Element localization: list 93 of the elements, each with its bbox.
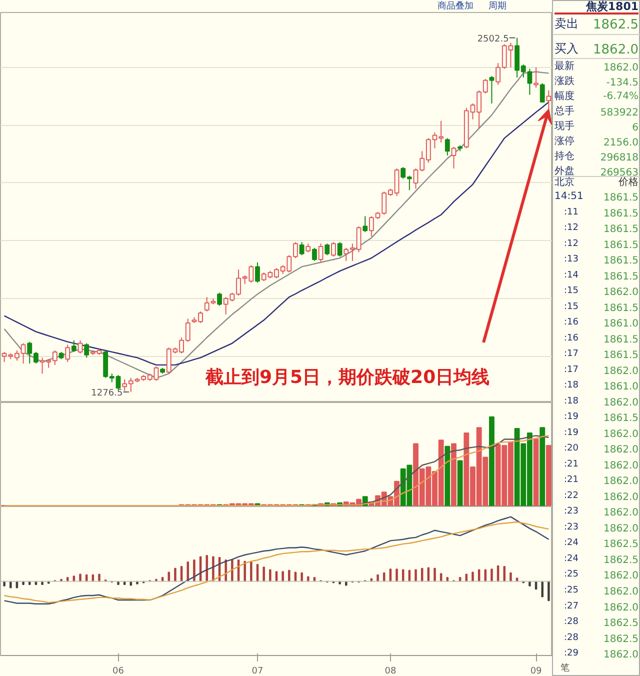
text: 价格 bbox=[618, 177, 638, 188]
category-label: :14 bbox=[564, 270, 579, 280]
text: 1861.5 bbox=[604, 256, 639, 267]
text: 1862.0 bbox=[604, 287, 639, 298]
category-label: :21 bbox=[564, 475, 578, 486]
category-label: 卖出 bbox=[554, 16, 578, 30]
text: 1862.0 bbox=[604, 492, 639, 503]
text: 6 bbox=[632, 122, 639, 134]
text: 1861.5 bbox=[604, 208, 639, 220]
category-label: :19 bbox=[564, 412, 579, 422]
text: 1862.5 bbox=[604, 539, 639, 550]
category-label: 总手 bbox=[554, 105, 574, 117]
category-label: :18 bbox=[564, 396, 579, 406]
text: 296818 bbox=[600, 152, 639, 164]
text: 周期 bbox=[488, 0, 506, 12]
text: 269563 bbox=[600, 168, 639, 178]
category-label: :16 bbox=[564, 333, 579, 344]
text: 1861.5 bbox=[604, 224, 639, 236]
category-label: :22 bbox=[564, 490, 578, 501]
text: 1861.5 bbox=[604, 240, 639, 251]
category-label: :17 bbox=[564, 349, 578, 360]
text: 1862.0 bbox=[604, 476, 639, 488]
text: 1862.5 bbox=[604, 554, 639, 566]
category-label: 14:51 bbox=[554, 191, 584, 202]
text: 1862.0 bbox=[604, 650, 639, 661]
text: -6.74% bbox=[603, 91, 639, 102]
category-label: 最新 bbox=[554, 60, 574, 72]
text: 1862.5 bbox=[593, 18, 639, 32]
annotation: 截止到9月5日，期价跌破20日均线 bbox=[204, 367, 490, 388]
text: 笔 bbox=[560, 662, 570, 674]
text: 1862.0 bbox=[604, 523, 639, 534]
category-label: :25 bbox=[564, 570, 578, 580]
category-label: 持仓 bbox=[554, 150, 574, 162]
text: 1861.5 bbox=[604, 271, 639, 282]
category-label: 涨停 bbox=[554, 135, 574, 147]
text: 583922 bbox=[600, 108, 639, 118]
annotation: 1276.5 bbox=[91, 388, 123, 398]
text: 1861.5 bbox=[604, 334, 639, 346]
category-label: :16 bbox=[564, 318, 579, 328]
category-label: 买入 bbox=[554, 42, 578, 56]
category-label: :28 bbox=[564, 632, 579, 643]
category-label: :29 bbox=[564, 648, 579, 659]
category-label: :12 bbox=[564, 238, 578, 249]
category-label: :23 bbox=[564, 506, 578, 517]
category-label: :15 bbox=[564, 286, 578, 296]
text: 1861.0 bbox=[604, 318, 639, 330]
category-label: :21 bbox=[564, 459, 578, 470]
text: -134.5 bbox=[606, 78, 639, 88]
category-label: :25 bbox=[564, 586, 578, 596]
category-label: :28 bbox=[564, 617, 579, 628]
category-label: 北京 bbox=[554, 176, 574, 188]
category-label: :11 bbox=[564, 207, 578, 218]
text: 1862.5 bbox=[604, 618, 639, 630]
category-label: :13 bbox=[564, 254, 578, 265]
text: 1861.5 bbox=[604, 413, 639, 424]
x-tick-label: 09 bbox=[530, 666, 542, 676]
text: 商品叠加 bbox=[438, 0, 474, 12]
x-tick-label: 06 bbox=[112, 666, 124, 676]
text: 1862.0 bbox=[604, 397, 639, 408]
category-label: 现手 bbox=[554, 120, 574, 132]
text: 1862.0 bbox=[604, 570, 639, 582]
annotation: 2502.5 bbox=[477, 34, 509, 44]
text: 1862.5 bbox=[604, 634, 639, 645]
text: 1862.0 bbox=[593, 42, 639, 58]
text: 1862.0 bbox=[604, 444, 639, 456]
text: 焦炭1801 bbox=[584, 0, 639, 13]
text: 1861.5 bbox=[604, 350, 639, 362]
category-label: 幅度 bbox=[554, 90, 574, 102]
text: 1862.0 bbox=[604, 428, 639, 440]
category-label: :23 bbox=[564, 522, 578, 532]
category-label: 外盘 bbox=[554, 165, 574, 177]
text: 1862.0 bbox=[604, 602, 639, 614]
text: 1862.0 bbox=[604, 586, 639, 598]
x-tick-label: 07 bbox=[252, 666, 264, 676]
text: 1861.5 bbox=[604, 302, 639, 314]
category-label: :24 bbox=[564, 554, 579, 564]
category-label: :18 bbox=[564, 380, 579, 391]
category-label: :19 bbox=[564, 428, 579, 438]
category-label: :17 bbox=[564, 364, 578, 375]
category-label: :27 bbox=[564, 601, 578, 612]
text: 1862.0 bbox=[604, 508, 639, 519]
text: 1862.0 bbox=[604, 460, 639, 472]
x-tick-label: 08 bbox=[384, 666, 396, 676]
category-label: :15 bbox=[564, 302, 578, 312]
text: 2156.0 bbox=[604, 138, 639, 148]
category-label: 涨跌 bbox=[554, 75, 574, 87]
category-label: :24 bbox=[564, 538, 579, 548]
category-label: :12 bbox=[564, 223, 578, 234]
text: 1861.5 bbox=[604, 192, 639, 204]
text: 1862.0 bbox=[604, 366, 639, 377]
text: 1861.0 bbox=[604, 382, 639, 393]
text: 1862.0 bbox=[604, 62, 639, 74]
category-label: :20 bbox=[564, 444, 579, 454]
